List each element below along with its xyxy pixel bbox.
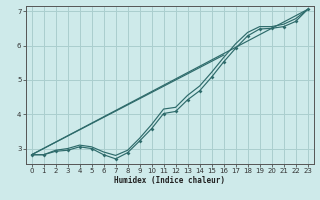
X-axis label: Humidex (Indice chaleur): Humidex (Indice chaleur) <box>114 176 225 185</box>
